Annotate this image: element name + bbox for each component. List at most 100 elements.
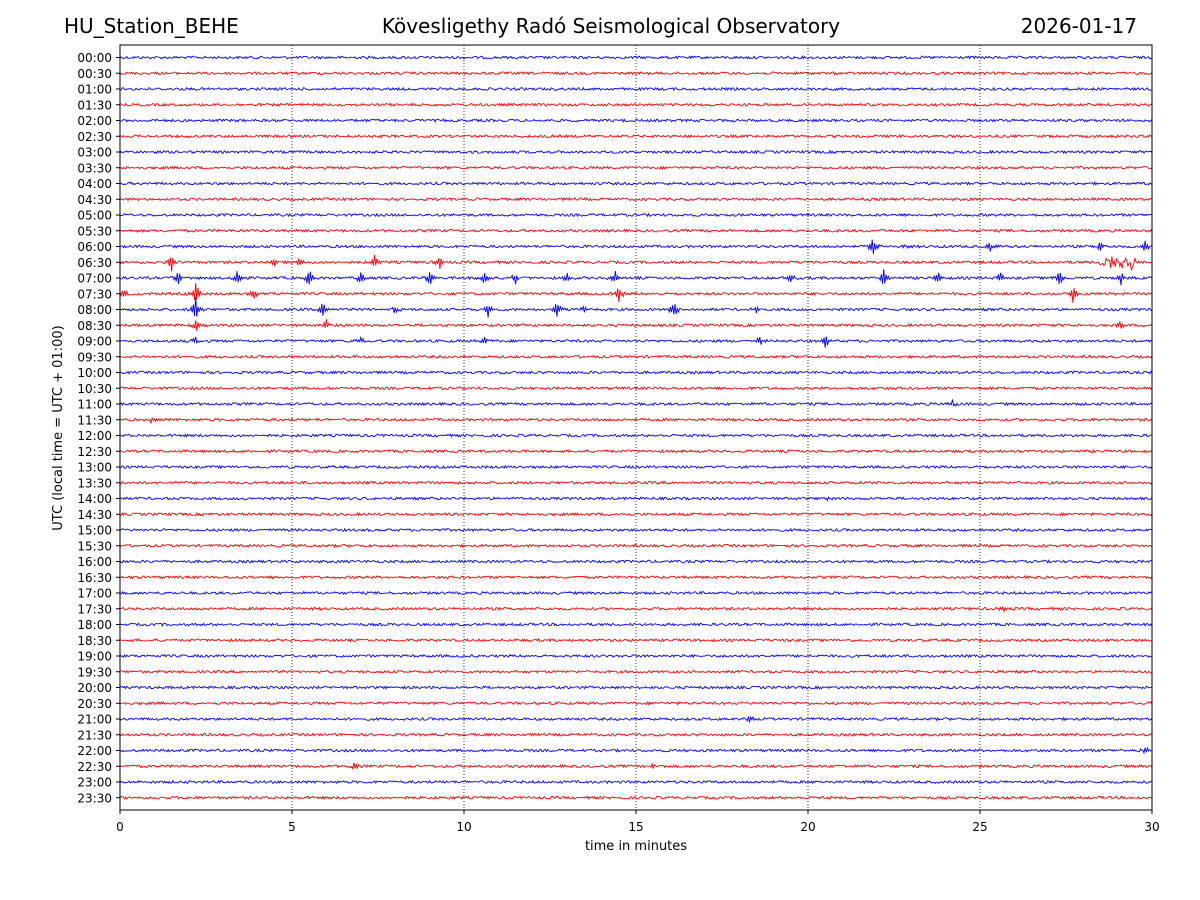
trace-0600 [119,239,1153,255]
trace-1430 [119,512,1153,517]
trace-0400 [119,181,1153,186]
trace-1400 [119,496,1153,502]
y-tick-label: 00:30 [77,67,112,81]
grid [291,45,981,810]
trace-1600 [119,559,1153,564]
trace-1700 [119,590,1153,596]
y-tick-label: 14:00 [77,492,112,506]
y-tick-label: 16:30 [77,571,112,585]
trace-1230 [119,448,1153,454]
y-tick-label: 23:00 [77,776,112,790]
y-tick-label: 20:00 [77,681,112,695]
y-tick-label: 15:30 [77,539,112,553]
trace-0800 [119,296,1152,318]
x-tick-label: 5 [288,820,296,834]
y-tick-label: 08:00 [77,303,112,317]
trace-0200 [119,118,1153,123]
trace-0500 [119,212,1153,218]
chart-title: Kövesligethy Radó Seismological Observat… [381,14,841,38]
trace-0930 [119,354,1153,360]
traces [119,55,1153,801]
y-tick-label: 04:00 [77,177,112,191]
trace-1330 [119,480,1153,485]
y-tick-label: 11:30 [77,413,112,427]
y-tick-label: 19:30 [77,665,112,679]
chart-date: 2026-01-17 [1020,14,1137,38]
y-tick-label: 05:30 [77,224,112,238]
y-tick-label: 07:30 [77,287,112,301]
trace-0230 [119,133,1153,139]
y-tick-label: 04:30 [77,193,112,207]
y-tick-label: 14:30 [77,508,112,522]
x-tick-label: 15 [628,820,643,834]
x-tick-label: 10 [456,820,471,834]
y-tick-label: 09:30 [77,350,112,364]
y-tick-label: 00:00 [77,51,112,65]
y-tick-label: 13:00 [77,461,112,475]
trace-0300 [119,149,1153,155]
x-tick-label: 25 [972,820,987,834]
y-tick-label: 01:00 [77,83,112,97]
trace-1930 [119,669,1153,674]
y-tick-label: 02:00 [77,114,112,128]
trace-2000 [119,685,1153,690]
station-name: HU_Station_BEHE [64,14,239,38]
trace-1500 [119,527,1153,533]
y-tick-label: 16:00 [77,555,112,569]
trace-0630 [119,254,1153,272]
trace-2330 [119,795,1153,801]
y-tick-label: 21:00 [77,713,112,727]
y-tick-label: 12:30 [77,445,112,459]
trace-1730 [119,605,1153,614]
y-tick-label: 22:30 [77,760,112,774]
y-tick-label: 18:00 [77,618,112,632]
trace-2300 [119,779,1153,785]
y-tick-label: 08:30 [77,319,112,333]
y-tick-label: 21:30 [77,728,112,742]
y-tick-label: 17:00 [77,587,112,601]
trace-2100 [119,715,1153,723]
y-tick-label: 10:00 [77,366,112,380]
y-tick-label: 20:30 [77,697,112,711]
trace-1030 [119,385,1153,391]
y-tick-label: 02:30 [77,130,112,144]
trace-0030 [119,70,1153,76]
y-tick-label: 12:00 [77,429,112,443]
trace-0130 [119,102,1153,107]
y-tick-label: 03:00 [77,146,112,160]
y-tick-label: 05:00 [77,209,112,223]
y-tick-label: 10:30 [77,382,112,396]
trace-1300 [119,464,1153,470]
x-axis: 0 5 10 15 20 25 30 [116,810,1160,834]
trace-1630 [119,574,1153,580]
x-axis-label: time in minutes [585,839,687,854]
trace-1800 [119,622,1153,627]
trace-1530 [119,543,1153,549]
trace-2200 [119,746,1153,755]
trace-1100 [119,399,1153,407]
y-tick-label: 19:00 [77,650,112,664]
trace-0830 [119,319,1153,331]
trace-0900 [119,335,1153,348]
trace-2130 [119,732,1153,737]
y-tick-label: 15:00 [77,524,112,538]
trace-1000 [119,370,1153,375]
y-tick-label: 03:30 [77,161,112,175]
y-tick-label: 09:00 [77,335,112,349]
y-tick-label: 23:30 [77,791,112,805]
x-tick-label: 30 [1144,820,1159,834]
y-tick-label: 22:00 [77,744,112,758]
y-axis-label: UTC (local time = UTC + 01:00) [51,325,66,530]
trace-0430 [119,197,1153,202]
trace-0700 [119,269,1153,286]
trace-0730 [119,282,1153,303]
y-tick-label: 01:30 [77,98,112,112]
y-tick-label: 17:30 [77,602,112,616]
trace-1200 [119,433,1153,438]
trace-0100 [119,86,1153,92]
trace-0330 [119,165,1153,171]
y-tick-label: 11:00 [77,398,112,412]
trace-0530 [119,228,1153,234]
